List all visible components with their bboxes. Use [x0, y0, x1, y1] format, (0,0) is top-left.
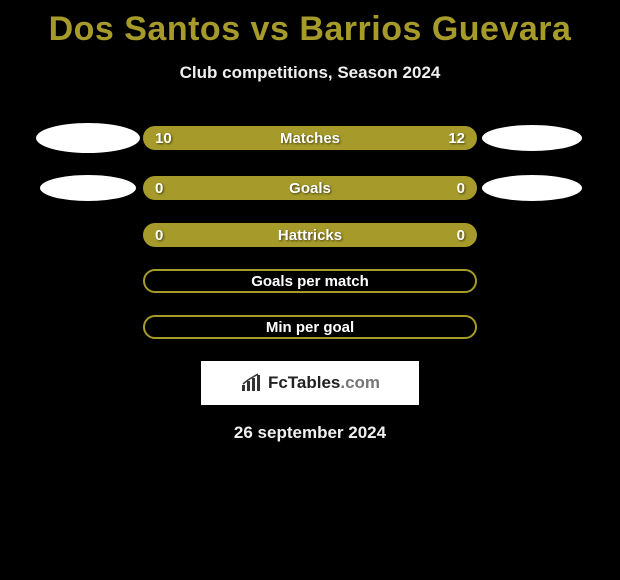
stat-bar-matches: 10 Matches 12: [143, 126, 477, 150]
stat-row: 0 Goals 0: [0, 175, 620, 201]
brand-suffix: .com: [340, 373, 380, 392]
stat-label: Min per goal: [266, 319, 354, 336]
comparison-panel: Dos Santos vs Barrios Guevara Club compe…: [0, 0, 620, 580]
team-logo-right: [477, 125, 587, 151]
stat-row: 0 Hattricks 0: [0, 223, 620, 247]
page-title: Dos Santos vs Barrios Guevara: [0, 0, 620, 49]
logo-placeholder-icon: [40, 175, 136, 201]
stat-bar-goals: 0 Goals 0: [143, 176, 477, 200]
stat-right-value: 12: [448, 130, 465, 147]
team-logo-left: [33, 175, 143, 201]
date-label: 26 september 2024: [0, 423, 620, 443]
logo-placeholder-icon: [482, 125, 582, 151]
stat-row: Min per goal: [0, 315, 620, 339]
brand-label: FcTables.com: [268, 373, 380, 393]
stat-left-value: 0: [155, 180, 163, 197]
logo-placeholder-icon: [36, 123, 140, 153]
stat-label: Hattricks: [278, 227, 342, 244]
stat-label: Matches: [280, 130, 340, 147]
team-logo-right: [477, 175, 587, 201]
stat-label: Goals per match: [251, 273, 369, 290]
chart-icon: [240, 373, 264, 393]
stat-row: 10 Matches 12: [0, 123, 620, 153]
stat-bar-hattricks: 0 Hattricks 0: [143, 223, 477, 247]
subtitle: Club competitions, Season 2024: [0, 63, 620, 83]
stat-bar-min-per-goal: Min per goal: [143, 315, 477, 339]
stat-right-value: 0: [457, 180, 465, 197]
stat-left-value: 0: [155, 227, 163, 244]
brand-name: FcTables: [268, 373, 340, 392]
brand-badge: FcTables.com: [201, 361, 419, 405]
stat-bar-goals-per-match: Goals per match: [143, 269, 477, 293]
stat-row: Goals per match: [0, 269, 620, 293]
stat-label: Goals: [289, 180, 331, 197]
stat-left-value: 10: [155, 130, 172, 147]
stat-right-value: 0: [457, 227, 465, 244]
team-logo-left: [33, 123, 143, 153]
logo-placeholder-icon: [482, 175, 582, 201]
stats-rows: 10 Matches 12 0 Goals 0 0: [0, 123, 620, 339]
